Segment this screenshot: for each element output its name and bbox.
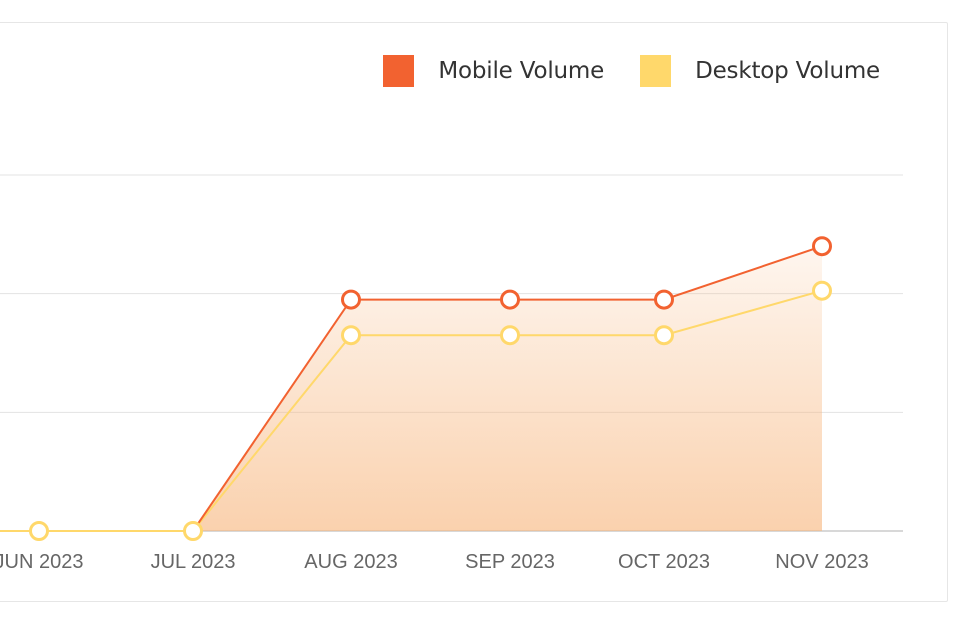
- legend-swatch-desktop: [640, 55, 672, 87]
- data-point-desktop: [29, 521, 49, 541]
- data-point-mobile: [654, 289, 674, 310]
- legend-item-desktop[interactable]: Desktop Volume: [640, 55, 880, 87]
- data-point-desktop: [183, 521, 203, 541]
- legend-label-mobile: Mobile Volume: [438, 58, 605, 84]
- x-tick-label: JUN 2023: [0, 551, 83, 573]
- x-tick-label: OCT 2023: [618, 551, 710, 573]
- x-tick-label: SEP 2023: [465, 551, 555, 573]
- data-point-desktop: [812, 280, 832, 301]
- data-points: [29, 236, 832, 541]
- data-point-desktop: [341, 325, 361, 346]
- data-point-mobile: [500, 289, 520, 310]
- data-point-desktop: [654, 325, 674, 346]
- legend-swatch-mobile: [383, 55, 415, 87]
- data-point-mobile: [812, 236, 832, 257]
- x-axis-labels: JUN 2023 JUL 2023 AUG 2023 SEP 2023 OCT 2023…: [0, 551, 869, 573]
- legend: Mobile Volume Desktop Volume: [347, 55, 880, 87]
- area-fill: [193, 246, 822, 531]
- legend-item-mobile[interactable]: Mobile Volume: [383, 55, 604, 87]
- area-fill-path: [193, 246, 822, 531]
- legend-label-desktop: Desktop Volume: [695, 58, 880, 84]
- x-tick-label: AUG 2023: [304, 551, 397, 573]
- x-tick-label: JUL 2023: [151, 551, 236, 573]
- x-tick-label: NOV 2023: [775, 551, 868, 573]
- data-point-desktop: [500, 325, 520, 346]
- data-point-mobile: [341, 289, 361, 310]
